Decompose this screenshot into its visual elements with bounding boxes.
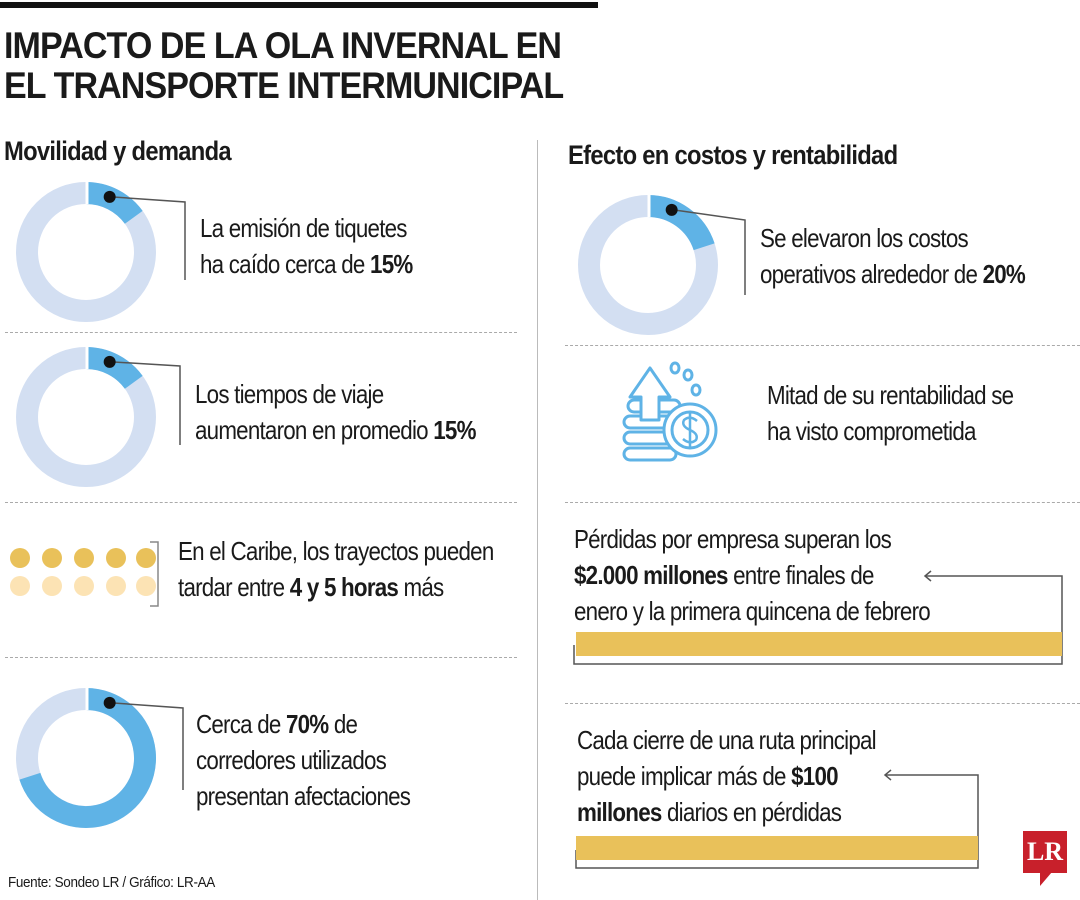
lr-logo: LR: [1023, 831, 1067, 873]
arrow-up-icon: [628, 366, 672, 422]
stat-losses: Pérdidas por empresa superan los $2.000 m…: [574, 524, 931, 626]
highlight-bar: [576, 632, 1062, 656]
dot-filled: [136, 548, 156, 568]
divider: [565, 502, 1080, 503]
leader-line: [111, 702, 184, 790]
divider: [5, 502, 517, 503]
stat-profitability: Mitad de su rentabilidad se ha visto comp…: [767, 380, 1014, 446]
stat-tickets: La emisión de tiquetes ha caído cerca de …: [200, 213, 413, 279]
coin-stack: [622, 446, 678, 462]
leader-dot: [103, 190, 116, 203]
leader-line: [111, 361, 181, 445]
dot-light: [136, 576, 156, 596]
arrow-icon: [883, 769, 892, 781]
title-line: IMPACTO DE LA OLA INVERNAL EN: [4, 25, 562, 66]
dot-filled: [10, 548, 30, 568]
logo-tail: [1040, 872, 1052, 886]
right-heading: Efecto en costos y rentabilidad: [568, 140, 898, 170]
callout-outline: [573, 575, 1063, 665]
divider: [5, 657, 517, 658]
donut-slice: [647, 195, 715, 251]
bracket: [150, 541, 159, 607]
dot-light: [10, 576, 30, 596]
stat-travel-time: Los tiempos de viaje aumentaron en promed…: [195, 379, 476, 445]
divider: [565, 345, 1080, 346]
page-title: IMPACTO DE LA OLA INVERNAL EN EL TRANSPOR…: [4, 25, 564, 106]
leader-dot: [103, 696, 116, 709]
arrow-icon: [923, 570, 932, 582]
sparkle: [669, 361, 681, 375]
dot-light: [42, 576, 62, 596]
stat-route-closure: Cada cierre de una ruta principal puede i…: [577, 725, 877, 827]
sparkle: [690, 383, 702, 397]
sparkle: [682, 368, 694, 382]
leader-dot: [103, 355, 116, 368]
left-heading: Movilidad y demanda: [4, 136, 232, 166]
stat-costs: Se elevaron los costos operativos alreded…: [760, 223, 1026, 289]
divider: [5, 332, 517, 333]
callout-outline: [575, 774, 979, 869]
donut-slice: [19, 688, 156, 828]
stat-corridors: Cerca de 70% de corredores utilizados pres…: [196, 709, 411, 811]
top-rule: [0, 2, 598, 8]
leader-dot: [665, 203, 678, 216]
coins-dollar-arrow-up-icon: [622, 361, 718, 462]
title-line: EL TRANSPORTE INTERMUNICIPAL: [4, 65, 564, 106]
leader-line: [111, 196, 186, 280]
source-note: Fuente: Sondeo LR / Gráfico: LR-AA: [8, 874, 215, 891]
dollar-icon: [682, 413, 698, 447]
dot-light: [106, 576, 126, 596]
highlight-bar: [576, 836, 978, 860]
dot-filled: [74, 548, 94, 568]
column-divider: [537, 140, 538, 900]
dot-filled: [42, 548, 62, 568]
leader-line: [673, 209, 746, 295]
dot-filled: [106, 548, 126, 568]
coin-inner: [670, 410, 710, 450]
dot-light: [74, 576, 94, 596]
divider: [565, 703, 1080, 704]
stat-caribe: En el Caribe, los trayectos pueden tardar…: [178, 536, 494, 602]
